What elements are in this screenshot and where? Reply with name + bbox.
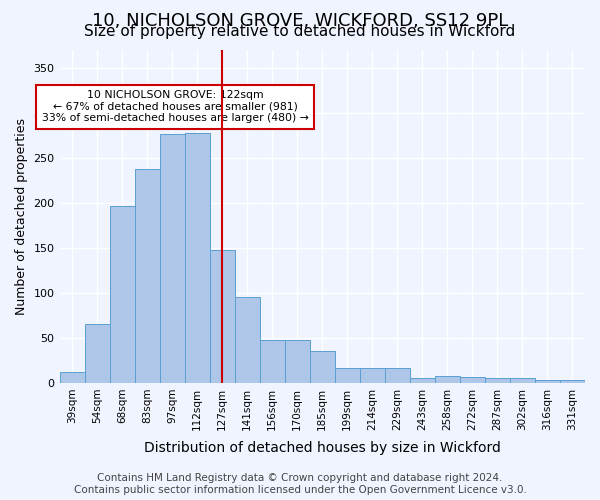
Text: 10 NICHOLSON GROVE: 122sqm
← 67% of detached houses are smaller (981)
33% of sem: 10 NICHOLSON GROVE: 122sqm ← 67% of deta… (42, 90, 308, 123)
Bar (59, 372, 85, 383)
Bar (510, 378, 535, 383)
Bar (85, 324, 110, 383)
Bar (360, 368, 385, 383)
Bar (335, 368, 360, 383)
Bar (235, 298, 260, 383)
Bar (535, 380, 560, 383)
Bar (209, 250, 235, 383)
Text: 10, NICHOLSON GROVE, WICKFORD, SS12 9PL: 10, NICHOLSON GROVE, WICKFORD, SS12 9PL (92, 12, 508, 30)
X-axis label: Distribution of detached houses by size in Wickford: Distribution of detached houses by size … (144, 441, 501, 455)
Text: Contains HM Land Registry data © Crown copyright and database right 2024.
Contai: Contains HM Land Registry data © Crown c… (74, 474, 526, 495)
Bar (410, 378, 435, 383)
Bar (485, 378, 510, 383)
Text: Size of property relative to detached houses in Wickford: Size of property relative to detached ho… (85, 24, 515, 39)
Bar (310, 352, 335, 383)
Bar (185, 133, 209, 383)
Bar (134, 169, 160, 383)
Bar (285, 340, 310, 383)
Bar (460, 376, 485, 383)
Bar (110, 206, 134, 383)
Bar (435, 376, 460, 383)
Bar (260, 340, 285, 383)
Bar (160, 134, 185, 383)
Bar (560, 380, 585, 383)
Y-axis label: Number of detached properties: Number of detached properties (15, 118, 28, 315)
Bar (385, 368, 410, 383)
